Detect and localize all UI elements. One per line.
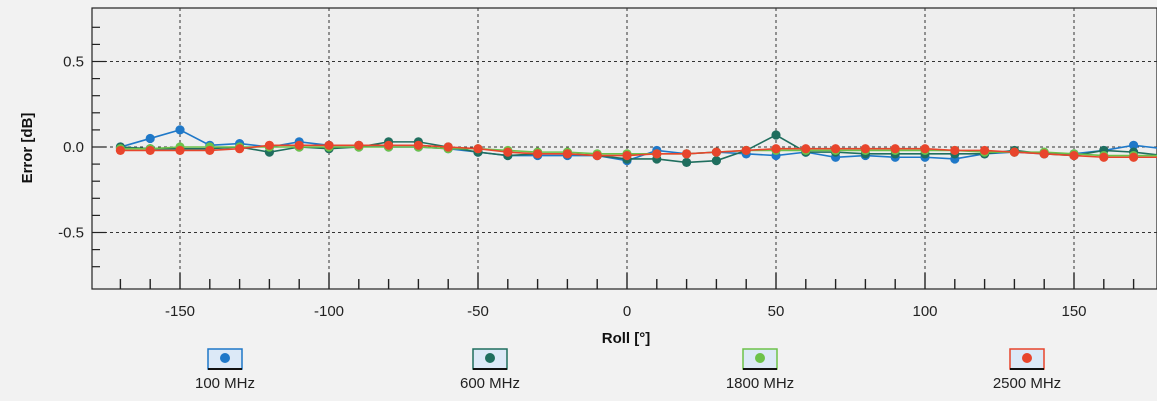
data-point	[413, 140, 423, 150]
series-line	[120, 146, 1157, 157]
x-tick-label: -50	[467, 303, 489, 320]
data-point	[115, 145, 125, 156]
series-layer	[115, 125, 1157, 167]
data-point	[145, 133, 155, 144]
data-point	[682, 149, 692, 159]
legend-item: 2500 MHz	[993, 348, 1061, 392]
data-point	[294, 140, 304, 150]
data-point	[473, 144, 483, 154]
data-point	[831, 144, 841, 154]
data-point	[622, 150, 632, 161]
series-2500-mhz	[115, 140, 1157, 162]
data-point	[175, 125, 185, 135]
legend-label: 100 MHz	[195, 375, 255, 392]
data-point	[711, 156, 722, 166]
data-point	[980, 145, 990, 156]
x-tick-label: -150	[165, 303, 195, 320]
data-point	[354, 140, 364, 150]
data-point	[503, 147, 513, 157]
data-point	[443, 142, 453, 152]
legend-item: 600 MHz	[460, 348, 520, 392]
legend-marker	[485, 353, 495, 363]
data-point	[711, 147, 722, 157]
y-axis-title: Error [dB]	[19, 113, 36, 184]
data-point	[682, 157, 692, 167]
series-line	[120, 134, 1157, 164]
data-point	[652, 149, 662, 159]
data-point	[890, 144, 900, 154]
data-point	[771, 144, 781, 154]
data-point	[860, 144, 871, 154]
data-point	[1129, 140, 1139, 150]
x-tick-label: 100	[912, 303, 937, 320]
data-point	[741, 145, 751, 156]
data-point	[920, 144, 930, 154]
legend-marker	[755, 353, 765, 363]
series-line	[120, 144, 1157, 159]
data-point	[1129, 152, 1139, 162]
data-point	[771, 130, 781, 140]
data-point	[145, 145, 155, 156]
y-tick-label: 0.5	[63, 54, 84, 71]
data-point	[1069, 150, 1079, 161]
data-point	[950, 145, 960, 156]
data-point	[801, 144, 811, 154]
data-point	[592, 150, 602, 161]
data-point	[384, 140, 394, 150]
legend-item: 100 MHz	[195, 348, 255, 392]
data-point	[533, 149, 543, 159]
legend-label: 600 MHz	[460, 375, 520, 392]
data-point	[264, 140, 274, 150]
axis-ticks	[92, 26, 1135, 289]
tick-labels: -150 -100 -50 0 50 100 150 0.5 0.0 -0.5	[58, 54, 1086, 321]
x-tick-label: 50	[768, 303, 785, 320]
data-point	[562, 149, 573, 159]
y-tick-label: -0.5	[58, 225, 84, 242]
legend-item: 1800 MHz	[726, 348, 794, 392]
data-point	[175, 145, 185, 156]
data-point	[235, 144, 245, 154]
legend-label: 2500 MHz	[993, 375, 1061, 392]
x-tick-label: 0	[623, 303, 631, 320]
legend-marker	[1022, 353, 1032, 363]
data-point	[324, 140, 334, 150]
data-point	[1039, 149, 1049, 159]
legend-marker	[220, 353, 230, 363]
legend: 100 MHz 600 MHz 1800 MHz 2500 MHz	[195, 348, 1061, 392]
x-tick-label: 150	[1061, 303, 1086, 320]
data-point	[205, 145, 215, 156]
y-tick-label: 0.0	[63, 139, 84, 156]
data-point	[1009, 147, 1020, 157]
legend-label: 1800 MHz	[726, 375, 794, 392]
x-axis-title: Roll [°]	[602, 330, 651, 347]
data-point	[1099, 152, 1109, 162]
x-tick-label: -100	[314, 303, 344, 320]
